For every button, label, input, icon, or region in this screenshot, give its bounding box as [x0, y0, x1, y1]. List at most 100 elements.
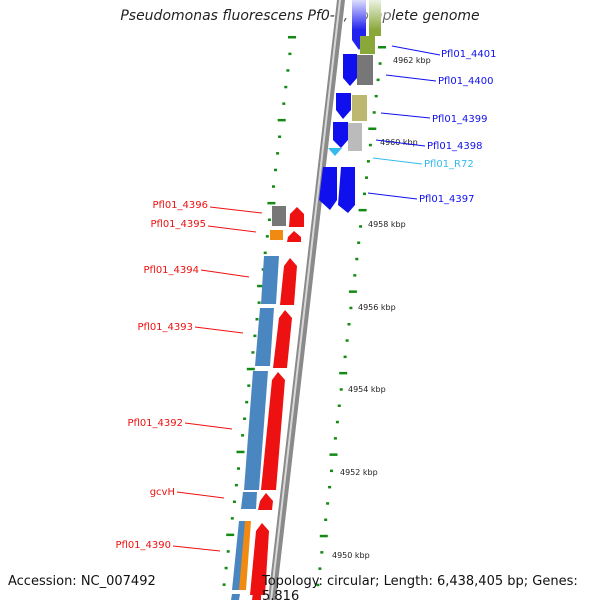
accession-text: Accession: NC_007492 — [8, 574, 156, 589]
scale-label: 4954 kbp — [348, 385, 386, 394]
minor-tick — [247, 384, 251, 387]
major-tick — [348, 290, 357, 293]
minor-tick — [335, 420, 339, 424]
minor-tick — [267, 218, 271, 221]
gene-arrow — [289, 207, 304, 227]
major-tick — [339, 371, 348, 375]
gene-label-pfl01-4399: Pfl01_4399 — [432, 114, 488, 125]
minor-tick — [333, 437, 337, 440]
gene-arrow — [338, 167, 355, 213]
minor-tick — [359, 225, 363, 228]
major-tick — [358, 208, 367, 212]
gene-label-pfl01-4401: Pfl01_4401 — [441, 49, 497, 60]
gene-label-pfl01-4393: Pfl01_4393 — [137, 322, 193, 333]
gene-label-pfl01-r72: Pfl01_R72 — [424, 159, 474, 170]
minor-tick — [378, 62, 382, 65]
forward-gene-labels: Pfl01_4401 Pfl01_4400 Pfl01_4399 Pfl01_4… — [367, 45, 497, 205]
minor-tick — [328, 485, 332, 489]
cds-block — [352, 95, 367, 121]
scale-label: 4952 kbp — [340, 468, 378, 477]
minor-tick — [288, 52, 292, 56]
rna-arrow — [328, 148, 342, 156]
minor-tick — [251, 351, 255, 354]
minor-tick — [286, 69, 290, 72]
gene-arrow — [273, 310, 292, 368]
cds-block — [232, 521, 246, 590]
major-tick — [329, 453, 338, 456]
minor-tick — [316, 583, 320, 587]
minor-tick — [345, 339, 349, 342]
minor-tick — [347, 323, 351, 326]
scale-label: 4962 kbp — [393, 56, 431, 65]
minor-tick — [253, 334, 257, 338]
scale-label: 4958 kbp — [368, 220, 406, 229]
gene-label-pfl01-4394: Pfl01_4394 — [143, 265, 199, 276]
reverse-strand-genes — [231, 206, 304, 600]
cds-block — [244, 371, 268, 490]
gene-label-pfl01-4392: Pfl01_4392 — [127, 418, 183, 429]
minor-tick — [363, 192, 366, 196]
minor-tick — [237, 467, 240, 470]
major-tick — [257, 284, 266, 288]
major-tick — [368, 127, 377, 130]
gene-arrow — [333, 122, 348, 148]
minor-tick — [326, 502, 330, 505]
minor-tick — [282, 102, 286, 105]
minor-tick — [272, 185, 275, 188]
minor-tick — [278, 135, 282, 138]
minor-tick — [330, 469, 333, 473]
minor-tick — [224, 566, 228, 570]
minor-tick — [232, 500, 236, 503]
minor-tick — [318, 567, 322, 570]
gene-arrow — [280, 258, 297, 305]
gene-arrow — [343, 54, 357, 86]
gene-arrow — [250, 523, 269, 595]
scale-ticks — [222, 36, 386, 587]
minor-tick — [349, 306, 353, 310]
gene-label-pfl01-4398: Pfl01_4398 — [427, 141, 483, 152]
minor-tick — [226, 550, 230, 553]
major-tick — [236, 450, 245, 454]
minor-tick — [357, 241, 361, 244]
gene-label-pfl01-4397: Pfl01_4397 — [419, 194, 475, 205]
gene-arrow — [336, 93, 351, 119]
chromosome-backbone — [268, 0, 345, 600]
topology-text: Topology: circular; Length: 6,438,405 bp… — [262, 574, 578, 600]
minor-tick — [222, 583, 226, 586]
major-tick — [267, 201, 276, 205]
major-tick — [319, 534, 328, 538]
minor-tick — [274, 168, 277, 172]
cds-block — [348, 123, 362, 151]
scale-label: 4956 kbp — [358, 303, 396, 312]
gene-label-gcvh: gcvH — [150, 487, 175, 498]
gene-arrow — [258, 493, 273, 510]
gene-arrow — [319, 167, 337, 210]
minor-tick — [343, 355, 347, 359]
cds-block — [252, 593, 261, 600]
gene-label-pfl01-4395: Pfl01_4395 — [150, 219, 206, 230]
forward-strand-genes — [319, 0, 390, 213]
minor-tick — [234, 483, 238, 487]
minor-tick — [365, 176, 368, 179]
major-tick — [226, 533, 235, 537]
minor-tick — [255, 318, 259, 321]
minor-tick — [355, 257, 359, 261]
minor-tick — [257, 301, 261, 304]
cds-block — [357, 55, 373, 85]
cds-block — [239, 521, 251, 590]
minor-tick — [353, 274, 357, 277]
scale-label: 4950 kbp — [332, 551, 370, 560]
cds-block — [272, 206, 286, 226]
minor-tick — [324, 518, 328, 521]
major-tick — [288, 36, 296, 39]
cds-block — [241, 492, 257, 509]
minor-tick — [368, 143, 372, 147]
gene-label-pfl01-4396: Pfl01_4396 — [152, 200, 208, 211]
minor-tick — [265, 235, 269, 238]
cds-block — [261, 256, 279, 304]
gene-label-pfl01-4400: Pfl01_4400 — [438, 76, 494, 87]
gene-arrow — [261, 372, 285, 490]
minor-tick — [263, 251, 267, 255]
